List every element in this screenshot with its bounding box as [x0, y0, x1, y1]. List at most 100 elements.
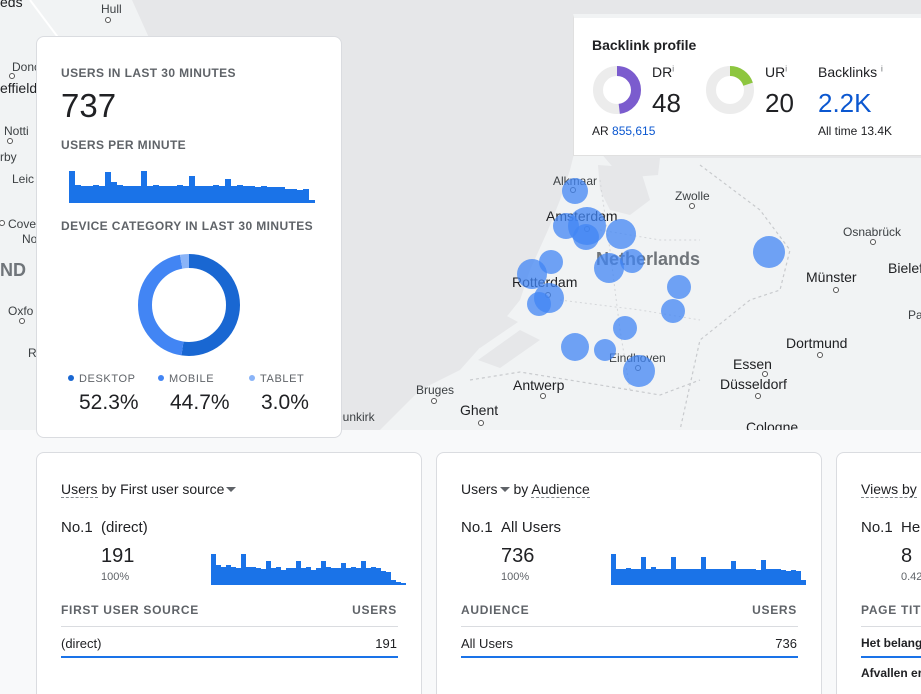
donut-slice[interactable] — [138, 254, 240, 356]
user-bubble[interactable] — [667, 275, 691, 299]
row-2-name[interactable]: Afvallen er — [861, 666, 921, 680]
user-bubble[interactable] — [606, 219, 636, 249]
user-bubble[interactable] — [753, 236, 785, 268]
alltime-value: 13.4K — [860, 124, 893, 138]
column-header-page-title: PAGE TITL — [861, 603, 921, 617]
chart-bar — [681, 569, 686, 585]
user-bubble[interactable] — [594, 339, 616, 361]
chart-bar — [147, 186, 153, 203]
dimension-selector[interactable]: Audience — [531, 481, 590, 498]
chart-bar — [81, 186, 87, 203]
chart-bar — [123, 186, 129, 203]
users-per-minute-chart[interactable] — [69, 169, 315, 203]
desktop-dot — [68, 375, 74, 381]
ar-value[interactable]: 855,615 — [612, 124, 656, 138]
dr-value: 48 — [652, 88, 681, 118]
map-city-label: Bruges — [416, 383, 455, 397]
chart-bar — [231, 186, 237, 203]
map-city-dot — [431, 398, 437, 404]
ur-value: 20 — [765, 88, 794, 118]
row-name[interactable]: (direct) — [61, 636, 102, 651]
legend-tablet: TABLET — [249, 373, 304, 385]
user-bubble[interactable] — [620, 249, 644, 273]
chart-bar — [751, 569, 756, 585]
metric-dropdown-icon[interactable] — [499, 487, 510, 492]
rank-name: (direct) — [101, 519, 148, 536]
metric-selector[interactable]: Users — [61, 481, 98, 498]
chart-bar — [243, 186, 249, 203]
row-name[interactable]: Het belang — [861, 636, 921, 650]
chart-bar — [776, 569, 781, 585]
chart-bar — [225, 179, 231, 203]
chart-bar — [303, 189, 309, 203]
donut-slice[interactable] — [138, 254, 240, 356]
dimension-dropdown-icon[interactable] — [226, 487, 237, 492]
column-header-users: USERS — [352, 603, 397, 617]
user-bubble[interactable] — [527, 292, 551, 316]
map-city-label: Donc — [12, 60, 41, 74]
chart-bar — [271, 568, 276, 585]
user-bubble[interactable] — [613, 316, 637, 340]
backlinks-value[interactable]: 2.2K — [818, 88, 872, 118]
chart-bar — [796, 571, 801, 585]
chart-bar — [736, 569, 741, 585]
user-bubble[interactable] — [561, 333, 589, 361]
map-city-dot — [689, 203, 695, 209]
row-value: 191 — [375, 636, 397, 651]
top-value: 736 — [501, 545, 535, 567]
user-bubble[interactable] — [573, 224, 599, 250]
rank-label: No.1 All Users — [461, 519, 561, 536]
user-bubble[interactable] — [562, 178, 588, 204]
chart-bar — [351, 567, 356, 585]
chart-bar — [189, 176, 195, 203]
device-donut-chart[interactable] — [137, 253, 241, 357]
legend-mobile: MOBILE — [158, 373, 214, 385]
map-city-label: Zwolle — [675, 189, 710, 203]
metric-selector[interactable]: Users — [461, 481, 498, 497]
title-by: by — [509, 481, 532, 497]
chart-bar — [641, 557, 646, 585]
row-value: 736 — [775, 636, 797, 651]
chart-bar — [261, 186, 267, 203]
users-per-minute-label: USERS PER MINUTE — [61, 138, 187, 152]
ur-info-icon[interactable]: i — [785, 64, 788, 74]
chart-bar — [285, 189, 291, 203]
row-name[interactable]: All Users — [461, 636, 514, 651]
top-percent: 0.42 — [901, 571, 921, 583]
sparkline-chart[interactable] — [211, 553, 406, 585]
chart-bar — [621, 569, 626, 585]
legend-tablet-label: TABLET — [260, 373, 305, 385]
alltime-row: All time 13.4K — [818, 124, 892, 138]
chart-bar — [781, 570, 786, 585]
map-city-label: Cove — [8, 217, 37, 231]
chart-bar — [296, 561, 301, 585]
dimension-selector[interactable]: First user source — [120, 481, 225, 497]
metric-selector[interactable]: Views by — [861, 481, 917, 498]
backlinks-info-icon[interactable]: i — [881, 64, 883, 74]
map-city-label: Ghent — [460, 402, 499, 418]
dr-info-icon[interactable]: i — [672, 64, 675, 74]
map-city-label: Pa — [908, 308, 921, 322]
device-category-label: DEVICE CATEGORY IN LAST 30 MINUTES — [61, 219, 314, 233]
rank-number: No.1 — [61, 519, 93, 536]
users-30min-label: USERS IN LAST 30 MINUTES — [61, 66, 236, 80]
sparkline-chart[interactable] — [611, 553, 806, 585]
alltime-label: All time — [818, 124, 858, 138]
chart-bar — [291, 568, 296, 585]
views-by-page-card: Views by No.1 He 8 0.42 PAGE TITL Het be… — [836, 452, 921, 694]
user-bubble[interactable] — [661, 299, 685, 323]
user-bubble[interactable] — [594, 253, 624, 283]
chart-bar — [366, 568, 371, 585]
title-by: by — [97, 481, 121, 497]
map-city-dot — [9, 73, 15, 79]
map-city-dot — [540, 393, 546, 399]
chart-bar — [87, 186, 93, 203]
map-city-label: R — [28, 346, 37, 360]
dr-label: DRi — [652, 64, 674, 80]
map-city-label: Essen — [733, 356, 772, 372]
user-bubble[interactable] — [623, 355, 655, 387]
dr-ring-chart — [593, 66, 641, 114]
chart-bar — [231, 567, 236, 585]
chart-bar — [256, 568, 261, 585]
map-city-label: Osnabrück — [843, 225, 902, 239]
